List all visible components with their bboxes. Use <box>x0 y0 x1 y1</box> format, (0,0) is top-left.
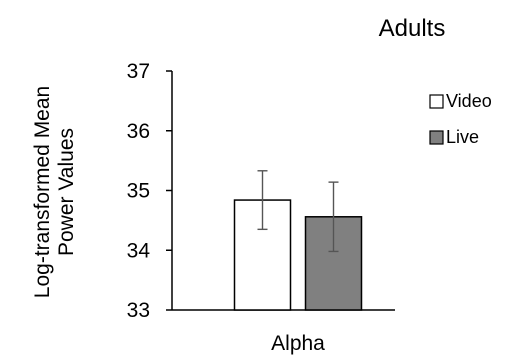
y-tick-label: 37 <box>127 60 150 83</box>
y-axis-label: Log-transformed Mean Power Values <box>31 86 78 298</box>
chart-title: Adults <box>379 15 446 42</box>
y-tick-label: 34 <box>127 239 151 262</box>
legend-label-video: Video <box>446 91 492 111</box>
legend: Video Live <box>429 91 492 147</box>
y-axis-label-line-1: Log-transformed Mean <box>31 86 54 298</box>
y-tick-label: 33 <box>127 299 150 322</box>
y-tick-label: 36 <box>127 120 150 143</box>
y-tick-label: 35 <box>127 180 150 203</box>
plot-area: 33 34 35 36 37 Alpha <box>127 60 395 355</box>
x-tick-label: Alpha <box>271 332 325 355</box>
legend-swatch-live <box>429 130 444 145</box>
y-axis-label-line-2: Power Values <box>55 128 78 256</box>
legend-label-live: Live <box>446 127 479 147</box>
legend-swatch-video <box>429 94 444 109</box>
